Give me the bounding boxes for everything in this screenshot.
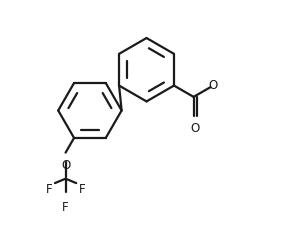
Text: O: O <box>61 158 70 171</box>
Text: F: F <box>79 183 85 196</box>
Text: O: O <box>191 122 200 134</box>
Text: F: F <box>62 200 69 213</box>
Text: O: O <box>208 79 218 92</box>
Text: F: F <box>46 183 52 196</box>
